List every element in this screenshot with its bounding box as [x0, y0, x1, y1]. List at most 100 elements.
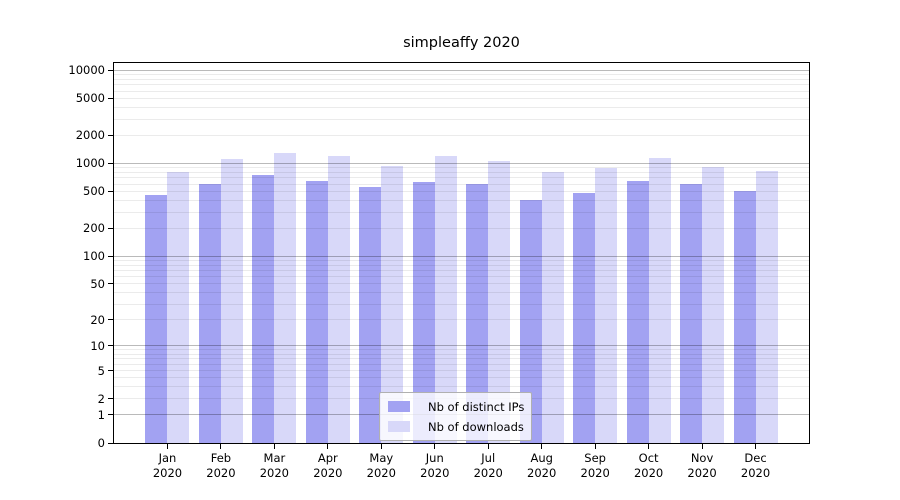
gridline-3000: [114, 118, 809, 120]
x-tick-label-sep: Sep 2020: [563, 451, 627, 481]
y-tick-label-50: 50: [90, 276, 105, 291]
x-tick-month: Jan: [158, 451, 177, 465]
bar-may-downloads: [381, 165, 404, 443]
y-tick-mark-500: [108, 190, 113, 192]
gridline-50: [114, 283, 809, 285]
x-tick-label-aug: Aug 2020: [510, 451, 574, 481]
x-tick-month: Apr: [317, 451, 338, 465]
bar-sep-distinct-ips: [573, 192, 596, 443]
gridline-6: [114, 363, 809, 365]
gridline-4: [114, 377, 809, 379]
bar-may-distinct-ips: [359, 187, 382, 443]
x-tick-mark-mar: [273, 444, 275, 449]
x-tick-year: 2020: [259, 466, 290, 480]
y-tick-mark-5000: [108, 97, 113, 99]
x-tick-mark-oct: [648, 444, 650, 449]
gridline-10000: [114, 69, 809, 71]
gridline-5000: [114, 97, 809, 99]
y-tick-label-200: 200: [83, 221, 105, 236]
y-tick-mark-200: [108, 227, 113, 229]
x-tick-label-may: May 2020: [349, 451, 413, 481]
y-tick-mark-10: [108, 345, 113, 347]
x-tick-year: 2020: [366, 466, 396, 480]
x-tick-year: 2020: [420, 466, 450, 480]
x-tick-mark-dec: [755, 444, 757, 449]
x-tick-year: 2020: [313, 466, 343, 480]
gridline-4000: [114, 106, 809, 108]
x-tick-year: 2020: [152, 466, 183, 480]
x-tick-mark-jan: [166, 444, 168, 449]
x-tick-month: Mar: [263, 451, 286, 465]
bar-oct-distinct-ips: [626, 181, 649, 443]
x-tick-label-nov: Nov 2020: [670, 451, 734, 481]
x-tick-year: 2020: [687, 466, 717, 480]
y-tick-mark-10000: [108, 69, 113, 71]
bar-jun-downloads: [434, 156, 457, 443]
bar-jun-distinct-ips: [412, 181, 435, 443]
bar-aug-downloads: [541, 171, 564, 443]
gridline-400: [114, 200, 809, 201]
x-tick-label-jun: Jun 2020: [403, 451, 467, 481]
x-tick-month: Dec: [744, 451, 767, 465]
bar-oct-downloads: [648, 157, 671, 443]
x-tick-label-mar: Mar 2020: [242, 451, 306, 481]
y-tick-mark-0: [108, 442, 113, 444]
y-tick-label-20: 20: [90, 312, 105, 327]
x-tick-month: Sep: [584, 451, 606, 465]
x-tick-mark-sep: [594, 444, 596, 449]
gridline-9000: [114, 74, 809, 76]
gridline-2000: [114, 134, 809, 136]
x-tick-label-feb: Feb 2020: [189, 451, 253, 481]
gridline-60: [114, 276, 809, 278]
y-tick-label-100: 100: [83, 249, 105, 264]
x-tick-mark-jul: [487, 444, 489, 449]
x-tick-year: 2020: [580, 466, 610, 480]
bar-aug-distinct-ips: [519, 199, 542, 443]
x-tick-label-dec: Dec 2020: [724, 451, 788, 481]
bar-mar-distinct-ips: [252, 174, 275, 443]
gridline-20: [114, 319, 809, 321]
x-tick-mark-aug: [541, 444, 543, 449]
legend-label-downloads: Nb of downloads: [428, 419, 524, 434]
gridline-100: [114, 255, 809, 257]
x-tick-month: Oct: [638, 451, 659, 465]
gridline-8: [114, 353, 809, 355]
gridline-7: [114, 358, 809, 360]
gridline-300: [114, 211, 809, 213]
legend-swatch-distinct-ips-icon: [388, 401, 410, 412]
gridline-1000: [114, 162, 809, 164]
gridline-500: [114, 190, 809, 192]
x-tick-mark-feb: [220, 444, 222, 449]
x-tick-mark-may: [380, 444, 382, 449]
bar-nov-downloads: [702, 167, 725, 443]
bar-sep-downloads: [595, 167, 618, 443]
gridline-9: [114, 349, 809, 351]
legend-label-distinct-ips: Nb of distinct IPs: [428, 399, 525, 414]
gridline-900: [114, 167, 809, 169]
x-tick-label-jan: Jan 2020: [135, 451, 199, 481]
y-tick-label-1000: 1000: [75, 156, 105, 171]
bar-feb-distinct-ips: [198, 183, 221, 443]
plot-inner: [114, 63, 809, 443]
y-tick-label-0: 0: [97, 436, 105, 450]
x-tick-month: Nov: [690, 451, 714, 465]
gridline-10: [114, 345, 809, 347]
gridline-7000: [114, 84, 809, 86]
y-tick-mark-1: [108, 414, 113, 416]
gridline-700: [114, 177, 809, 179]
plot-area: [113, 62, 810, 444]
legend-swatch-downloads-icon: [388, 421, 410, 432]
bar-apr-downloads: [327, 155, 350, 443]
y-tick-mark-2000: [108, 134, 113, 136]
gridline-70: [114, 270, 809, 272]
legend-row-distinct-ips: Nb of distinct IPs: [388, 399, 524, 414]
x-tick-month: May: [369, 451, 394, 465]
y-tick-label-2000: 2000: [75, 128, 105, 143]
y-tick-label-500: 500: [83, 184, 105, 199]
x-tick-label-apr: Apr 2020: [296, 451, 360, 481]
x-tick-mark-apr: [327, 444, 329, 449]
y-tick-label-5000: 5000: [75, 91, 105, 106]
bar-jul-downloads: [488, 161, 511, 443]
gridline-600: [114, 183, 809, 185]
bar-feb-downloads: [220, 158, 243, 443]
